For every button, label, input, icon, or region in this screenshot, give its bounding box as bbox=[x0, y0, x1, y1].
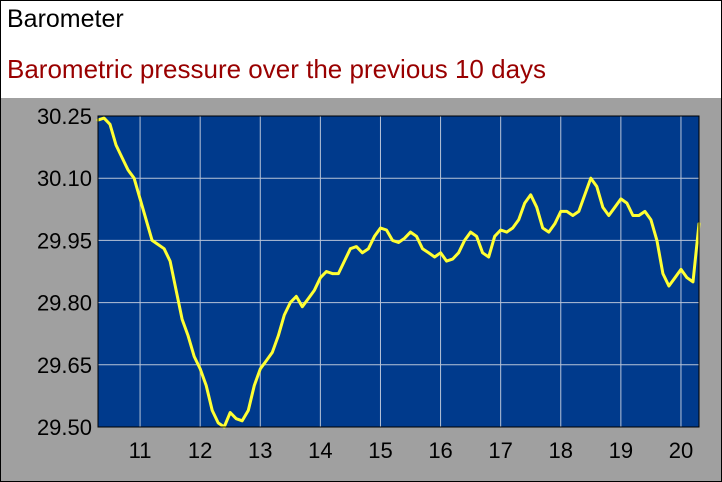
x-tick-label: 13 bbox=[248, 438, 272, 463]
x-tick-label: 20 bbox=[669, 438, 693, 463]
y-tick-label: 29.50 bbox=[37, 415, 92, 440]
y-tick-label: 30.10 bbox=[37, 166, 92, 191]
x-tick-label: 17 bbox=[488, 438, 512, 463]
chart-title: Barometer bbox=[7, 5, 124, 33]
x-tick-label: 12 bbox=[188, 438, 212, 463]
chart-header: Barometer Barometric pressure over the p… bbox=[1, 1, 721, 97]
plot-border bbox=[97, 115, 700, 428]
chart-panel: 11 12 13 14 15 16 17 18 19 20 29.50 29.65 29.80 29.95… bbox=[1, 98, 721, 481]
x-tick-label: 16 bbox=[428, 438, 452, 463]
y-tick-label: 29.95 bbox=[37, 228, 92, 253]
x-tick-label: 14 bbox=[308, 438, 332, 463]
y-tick-label: 29.80 bbox=[37, 291, 92, 316]
x-tick-label: 11 bbox=[129, 438, 152, 463]
y-tick-label: 30.25 bbox=[37, 104, 92, 129]
x-tick-label: 18 bbox=[549, 438, 573, 463]
pressure-line-chart: 11 12 13 14 15 16 17 18 19 20 29.50 29.65 29.80 29.95… bbox=[37, 104, 701, 463]
pressure-series-line bbox=[96, 116, 701, 429]
y-tick-label: 29.65 bbox=[37, 353, 92, 378]
x-tick-label: 19 bbox=[609, 438, 633, 463]
plot-area bbox=[98, 116, 699, 427]
x-tick-label: 15 bbox=[368, 438, 392, 463]
chart-subtitle: Barometric pressure over the previous 10… bbox=[7, 54, 547, 84]
